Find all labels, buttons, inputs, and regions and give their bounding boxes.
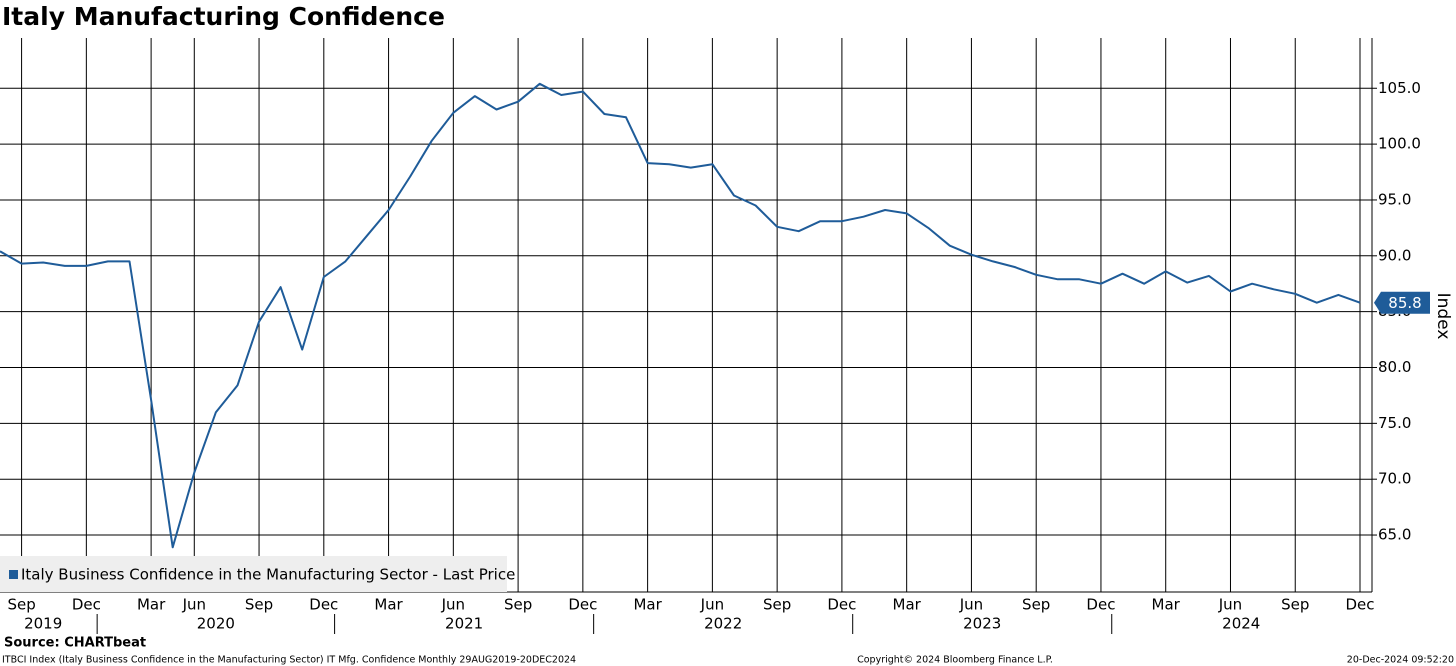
x-tick-label: Sep bbox=[1022, 596, 1050, 614]
year-label: 2023 bbox=[963, 615, 1001, 633]
y-tick-label: 65.0 bbox=[1378, 526, 1411, 544]
y-tick-label: 75.0 bbox=[1378, 414, 1411, 432]
x-tick-label: Mar bbox=[137, 596, 166, 614]
chart-title: Italy Manufacturing Confidence bbox=[2, 2, 445, 31]
y-axis-label: Index bbox=[1433, 293, 1453, 340]
x-tick-label: Dec bbox=[827, 596, 856, 614]
last-value-label: 85.8 bbox=[1388, 294, 1421, 312]
footer-right: 20-Dec-2024 09:52:20 bbox=[1347, 655, 1454, 666]
x-tick-label: Jun bbox=[1218, 596, 1242, 614]
y-tick-label: 100.0 bbox=[1378, 135, 1421, 153]
x-tick-label: Mar bbox=[893, 596, 922, 614]
year-label: 2019 bbox=[24, 615, 62, 633]
x-tick-label: Sep bbox=[245, 596, 273, 614]
line bbox=[0, 82, 1361, 549]
y-tick-label: 80.0 bbox=[1378, 358, 1411, 376]
x-tick-label: Dec bbox=[1345, 596, 1374, 614]
legend-swatch bbox=[9, 570, 18, 579]
x-tick-label: Dec bbox=[568, 596, 597, 614]
y-tick-label: 90.0 bbox=[1378, 246, 1411, 264]
legend-label: Italy Business Confidence in the Manufac… bbox=[21, 566, 515, 584]
x-tick-label: Sep bbox=[763, 596, 791, 614]
source: Source: CHARTbeat bbox=[4, 636, 146, 651]
x-tick-label: Jun bbox=[959, 596, 983, 614]
footer-center: Copyright© 2024 Bloomberg Finance L.P. bbox=[857, 655, 1053, 666]
x-tick-label: Dec bbox=[1086, 596, 1115, 614]
x-tick-label: Jun bbox=[441, 596, 465, 614]
x-tick-label: Dec bbox=[72, 596, 101, 614]
year-label: 2020 bbox=[197, 615, 235, 633]
x-tick-label: Mar bbox=[1152, 596, 1181, 614]
x-tick-label: Mar bbox=[374, 596, 403, 614]
year-label: 2024 bbox=[1222, 615, 1260, 633]
x-tick-label: Sep bbox=[504, 596, 532, 614]
x-tick-label: Dec bbox=[309, 596, 338, 614]
y-tick-label: 95.0 bbox=[1378, 190, 1411, 208]
y-tick-label: 70.0 bbox=[1378, 470, 1411, 488]
last-value-box bbox=[1374, 291, 1430, 314]
x-tick-label: Jun bbox=[182, 596, 206, 614]
x-tick-label: Mar bbox=[633, 596, 662, 614]
footer-left: ITBCI Index (Italy Business Confidence i… bbox=[2, 655, 576, 666]
x-tick-label: Sep bbox=[1281, 596, 1309, 614]
x-tick-label: Sep bbox=[7, 596, 35, 614]
x-tick-label: Jun bbox=[700, 596, 724, 614]
year-label: 2022 bbox=[704, 615, 742, 633]
legend-box bbox=[0, 556, 507, 592]
year-label: 2021 bbox=[445, 615, 483, 633]
y-tick-label: 105.0 bbox=[1378, 79, 1421, 97]
